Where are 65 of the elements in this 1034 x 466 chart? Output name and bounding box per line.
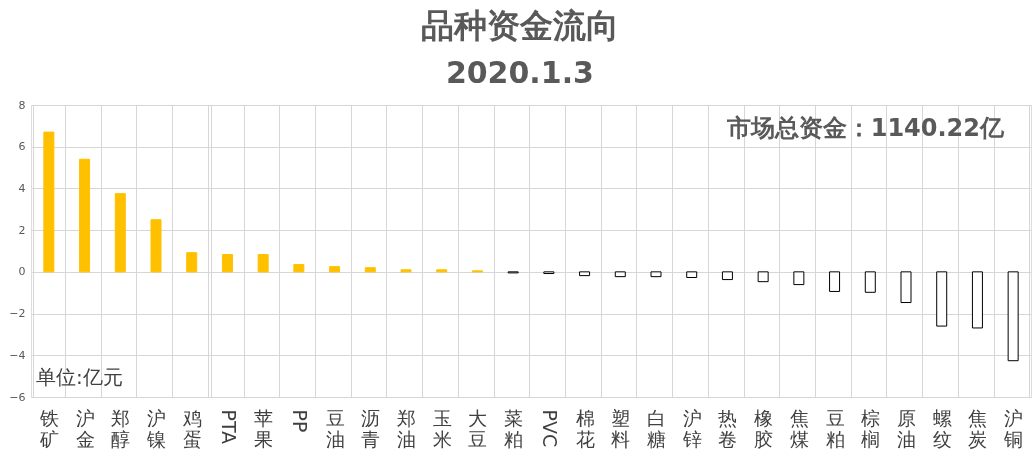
x-tick-label: 菜粕 xyxy=(504,406,524,450)
bar xyxy=(864,271,876,293)
x-tick-label: 沥青 xyxy=(361,406,381,450)
x-tick-label: 螺纹 xyxy=(932,406,952,450)
x-tick-label: 棉花 xyxy=(575,406,595,450)
x-tick-label: 沪镍 xyxy=(146,406,166,450)
x-tick-label: 棕榈 xyxy=(861,406,881,450)
x-tick-label: 焦炭 xyxy=(968,406,988,450)
annotation: 单位:亿元 xyxy=(36,365,123,389)
x-tick-label: PTA xyxy=(217,409,240,445)
x-tick-label: 豆粕 xyxy=(825,406,845,450)
bar xyxy=(757,271,769,283)
y-tick-label: −2 xyxy=(9,307,26,321)
y-tick-label: −4 xyxy=(9,348,26,362)
x-tick-label: 沪铜 xyxy=(1003,406,1024,450)
x-tick-label: 郑醇 xyxy=(111,406,131,450)
x-tick-label: 沪锌 xyxy=(681,406,702,450)
bar xyxy=(186,252,198,273)
bar xyxy=(614,271,626,278)
y-tick-label: 8 xyxy=(18,98,26,112)
x-tick-label: 豆油 xyxy=(325,406,345,450)
x-tick-label: 玉米 xyxy=(432,406,452,450)
bar xyxy=(364,267,376,273)
x-tick-label: 苹果 xyxy=(254,406,274,450)
x-tick-label: 热卷 xyxy=(718,406,738,450)
x-tick-label: 白糖 xyxy=(647,406,666,450)
y-tick-label: −6 xyxy=(9,390,26,404)
bar xyxy=(329,266,341,273)
x-tick-label: PVC xyxy=(539,409,562,448)
bar xyxy=(221,254,233,273)
bar xyxy=(936,271,948,327)
x-tick-label: 沪金 xyxy=(75,406,95,450)
x-tick-label: 大豆 xyxy=(468,406,488,450)
bar xyxy=(686,271,698,278)
x-tick-label: 橡胶 xyxy=(754,406,774,450)
bar xyxy=(293,264,305,273)
chart-title: 品种资金流向 xyxy=(420,6,619,45)
bar xyxy=(1007,271,1019,362)
y-tick-label: 6 xyxy=(18,140,26,154)
chart-subtitle: 2020.1.3 xyxy=(445,55,594,90)
bar xyxy=(971,271,983,329)
x-tick-label: 郑油 xyxy=(397,406,416,450)
bar xyxy=(579,271,591,277)
bar xyxy=(829,271,841,292)
x-tick-label: 塑料 xyxy=(611,406,631,450)
x-tick-label: PP xyxy=(289,409,312,433)
bar xyxy=(114,193,126,273)
y-tick-label: 4 xyxy=(18,181,26,195)
x-tick-label: 焦煤 xyxy=(789,406,809,450)
bar xyxy=(436,269,448,273)
bar xyxy=(400,269,412,273)
bar xyxy=(43,131,55,273)
bar xyxy=(257,254,269,273)
bar xyxy=(721,271,733,281)
annotation: 市场总资金：1140.22亿 xyxy=(725,114,1005,142)
bar xyxy=(900,271,912,304)
bar xyxy=(793,271,805,286)
x-tick-label: 原油 xyxy=(897,406,916,450)
bar xyxy=(650,271,662,278)
y-tick-label: 2 xyxy=(18,223,26,237)
bar xyxy=(150,219,162,273)
x-tick-label: 鸡蛋 xyxy=(181,406,202,450)
y-tick-label: 0 xyxy=(18,265,26,279)
x-tick-label: 铁矿 xyxy=(38,406,59,450)
bar xyxy=(79,158,91,273)
